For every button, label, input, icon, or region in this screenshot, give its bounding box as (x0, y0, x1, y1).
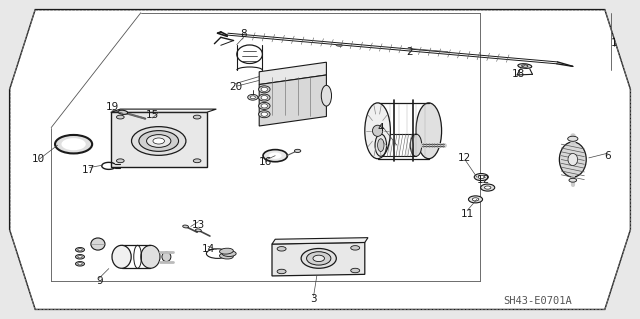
Ellipse shape (220, 248, 234, 254)
Text: 12: 12 (458, 153, 470, 163)
Ellipse shape (132, 127, 186, 155)
Ellipse shape (351, 268, 360, 273)
Ellipse shape (263, 150, 287, 162)
Ellipse shape (518, 64, 532, 68)
Ellipse shape (193, 159, 201, 163)
Ellipse shape (182, 225, 189, 228)
Ellipse shape (78, 263, 82, 265)
Ellipse shape (301, 249, 337, 268)
Ellipse shape (277, 269, 286, 274)
Text: 20: 20 (229, 82, 242, 92)
Ellipse shape (78, 249, 82, 251)
Polygon shape (10, 10, 630, 309)
Text: 1: 1 (611, 38, 618, 48)
Ellipse shape (153, 138, 164, 144)
Ellipse shape (76, 248, 84, 252)
Ellipse shape (484, 186, 491, 189)
Ellipse shape (261, 87, 268, 92)
Polygon shape (259, 75, 326, 126)
Text: 3: 3 (310, 294, 317, 304)
Ellipse shape (474, 174, 488, 181)
Ellipse shape (261, 104, 268, 108)
Ellipse shape (468, 196, 483, 203)
Text: 4: 4 (378, 122, 384, 133)
Text: 6: 6 (605, 151, 611, 161)
Ellipse shape (472, 198, 479, 201)
Ellipse shape (261, 96, 268, 100)
Text: 11: 11 (461, 209, 474, 219)
Polygon shape (111, 109, 216, 112)
Text: 8: 8 (240, 29, 246, 40)
Ellipse shape (313, 255, 324, 262)
Ellipse shape (259, 111, 270, 118)
Ellipse shape (294, 149, 301, 152)
Ellipse shape (61, 138, 86, 150)
Ellipse shape (321, 85, 332, 106)
Ellipse shape (261, 112, 268, 116)
Ellipse shape (193, 115, 201, 119)
Ellipse shape (162, 252, 171, 262)
Ellipse shape (478, 175, 484, 179)
Ellipse shape (76, 262, 84, 266)
Ellipse shape (139, 131, 179, 152)
Polygon shape (272, 238, 368, 244)
Text: SH43-E0701A: SH43-E0701A (503, 296, 572, 307)
Text: 12: 12 (477, 175, 490, 185)
Ellipse shape (559, 142, 586, 177)
Ellipse shape (250, 96, 255, 99)
Ellipse shape (55, 135, 92, 153)
Ellipse shape (568, 136, 578, 141)
Ellipse shape (259, 94, 270, 101)
Text: 17: 17 (82, 165, 95, 175)
Ellipse shape (416, 103, 442, 159)
Ellipse shape (237, 45, 262, 63)
Ellipse shape (365, 103, 390, 159)
Ellipse shape (336, 44, 342, 46)
Ellipse shape (195, 229, 202, 232)
Text: 10: 10 (32, 154, 45, 165)
Ellipse shape (116, 159, 124, 163)
Ellipse shape (259, 102, 270, 109)
Text: 14: 14 (202, 244, 214, 255)
Ellipse shape (522, 65, 528, 67)
Ellipse shape (91, 238, 105, 250)
Text: 9: 9 (96, 276, 102, 286)
Ellipse shape (277, 247, 286, 251)
Ellipse shape (141, 245, 160, 268)
Ellipse shape (372, 125, 383, 137)
Ellipse shape (569, 178, 577, 182)
Ellipse shape (481, 184, 495, 191)
Text: 13: 13 (192, 220, 205, 230)
Ellipse shape (568, 153, 577, 166)
Ellipse shape (147, 135, 171, 147)
Ellipse shape (220, 253, 234, 259)
Ellipse shape (112, 245, 131, 268)
Ellipse shape (222, 251, 236, 256)
Ellipse shape (116, 115, 124, 119)
Text: 16: 16 (259, 157, 272, 167)
Polygon shape (259, 62, 326, 85)
Text: 19: 19 (106, 102, 118, 112)
Polygon shape (272, 242, 365, 276)
Ellipse shape (307, 252, 331, 265)
Ellipse shape (248, 94, 258, 100)
Text: 15: 15 (146, 110, 159, 120)
Ellipse shape (78, 256, 82, 258)
Ellipse shape (375, 134, 387, 156)
Text: 18: 18 (512, 69, 525, 79)
Polygon shape (111, 112, 207, 167)
Ellipse shape (76, 255, 84, 259)
Text: 2: 2 (406, 47, 413, 57)
Ellipse shape (118, 110, 128, 115)
Ellipse shape (269, 152, 282, 159)
Ellipse shape (410, 134, 422, 156)
Ellipse shape (351, 246, 360, 250)
Ellipse shape (259, 86, 270, 93)
Ellipse shape (378, 139, 384, 152)
